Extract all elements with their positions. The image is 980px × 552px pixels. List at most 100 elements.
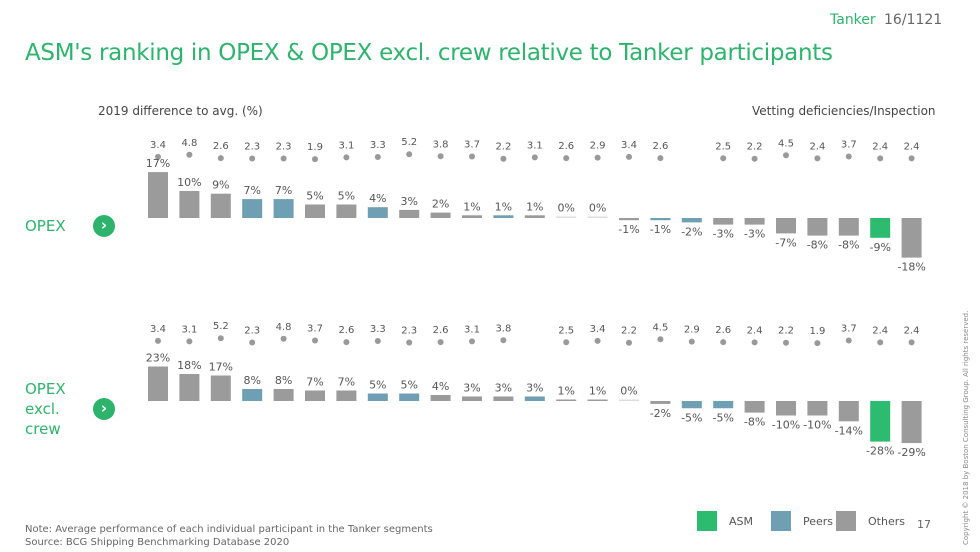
vetting-dot (657, 155, 664, 162)
data-label: -10% (803, 419, 831, 432)
bar-others (399, 209, 420, 218)
vetting-dot (845, 153, 852, 160)
legend-label: Others (868, 514, 905, 528)
data-label: 4% (432, 380, 449, 393)
data-label: 1% (463, 200, 480, 213)
data-label: 7% (306, 376, 323, 389)
vetting-dot (688, 338, 695, 345)
vetting-dot (531, 154, 538, 161)
data-label: 8% (243, 374, 260, 387)
chevron-right-icon[interactable]: › (93, 398, 115, 420)
data-label: -8% (838, 239, 859, 252)
vetting-label: 3.4 (150, 324, 166, 335)
vetting-label: 2.3 (244, 142, 260, 153)
vetting-label: 2.2 (495, 142, 511, 153)
copyright: Copyright © 2018 by Boston Consulting Gr… (962, 310, 970, 545)
data-label: 23% (146, 352, 170, 365)
vetting-label: 2.4 (809, 141, 825, 152)
vetting-label: 2.3 (244, 326, 260, 337)
legend-swatch (836, 511, 856, 531)
bar-peers (242, 199, 263, 218)
data-label: 8% (275, 374, 292, 387)
bar-peers (367, 207, 388, 218)
vetting-label: 3.4 (621, 140, 637, 151)
data-label: 4% (369, 192, 386, 205)
bar-peers (524, 396, 545, 401)
vetting-label: 2.6 (213, 141, 229, 152)
row-label-line: crew (25, 420, 61, 438)
vetting-label: 3.7 (464, 139, 480, 150)
data-label: 0% (557, 202, 574, 215)
bar-peers (399, 393, 420, 401)
vetting-label: 2.6 (652, 141, 668, 152)
vetting-label: 1.9 (809, 326, 825, 337)
bar-others (462, 396, 482, 401)
bar-others (776, 401, 796, 416)
data-label: 2% (432, 198, 449, 211)
data-label: -29% (897, 446, 925, 459)
page-title: ASM's ranking in OPEX & OPEX excl. crew … (25, 40, 833, 66)
data-label: -7% (775, 236, 796, 249)
source-text: Source: BCG Shipping Benchmarking Databa… (25, 537, 290, 548)
segment-label: Tanker (830, 12, 876, 28)
vetting-label: 2.5 (715, 141, 731, 152)
bar-others (838, 401, 859, 422)
vetting-label: 3.4 (150, 140, 166, 151)
bar-others (776, 218, 796, 234)
vetting-dot (343, 339, 350, 346)
vetting-label: 2.4 (747, 325, 763, 336)
bar-peers (713, 401, 734, 409)
legend-swatch (697, 511, 717, 531)
bar-others (305, 204, 325, 218)
data-label: -8% (744, 416, 765, 429)
vetting-dot (186, 338, 193, 345)
bar-others (619, 399, 639, 401)
note-text: Note: Average performance of each indivi… (25, 524, 433, 535)
vetting-label: 2.2 (621, 326, 637, 337)
bar-others (148, 172, 168, 218)
vetting-label: 2.9 (590, 141, 606, 152)
vetting-dot (186, 151, 193, 158)
vetting-label: 2.2 (747, 142, 763, 153)
vetting-dot (249, 339, 256, 346)
data-label: 3% (463, 382, 480, 395)
legend-swatch (771, 511, 791, 531)
bar-others (524, 215, 545, 218)
bar-others (273, 389, 294, 401)
chevron-right-icon[interactable]: › (93, 215, 115, 237)
bar-others (179, 191, 200, 218)
data-label: -14% (835, 424, 863, 437)
vetting-dot (437, 153, 444, 160)
vetting-dot (657, 336, 664, 343)
vetting-dot (720, 155, 727, 162)
vetting-label: 2.3 (276, 142, 292, 153)
data-label: 7% (275, 184, 292, 197)
vetting-label: 2.4 (872, 325, 888, 336)
vetting-label: 3.7 (841, 323, 857, 334)
data-label: 3% (526, 382, 543, 395)
data-label: -5% (712, 411, 733, 424)
bar-peers (273, 199, 294, 218)
vetting-label: 2.4 (904, 325, 920, 336)
data-label: 5% (369, 379, 386, 392)
data-label: -1% (618, 223, 639, 236)
vetting-dot (469, 338, 475, 345)
vetting-dot (437, 339, 444, 346)
vetting-dot (500, 337, 507, 344)
bar-asm (870, 401, 891, 442)
vetting-dot (312, 156, 318, 163)
data-label: -5% (681, 411, 702, 424)
vetting-dot (751, 339, 758, 346)
vetting-label: 2.4 (872, 141, 888, 152)
vetting-dot (155, 153, 161, 160)
data-label: -18% (897, 261, 925, 274)
vetting-dot (783, 339, 789, 346)
bar-others (430, 212, 451, 218)
vetting-label: 3.7 (307, 323, 323, 334)
bar-others (179, 374, 200, 401)
bar-peers (493, 215, 514, 218)
data-label: -9% (869, 241, 890, 254)
vetting-dot (594, 154, 601, 161)
data-label: 7% (338, 376, 355, 389)
data-label: 3% (495, 382, 512, 395)
